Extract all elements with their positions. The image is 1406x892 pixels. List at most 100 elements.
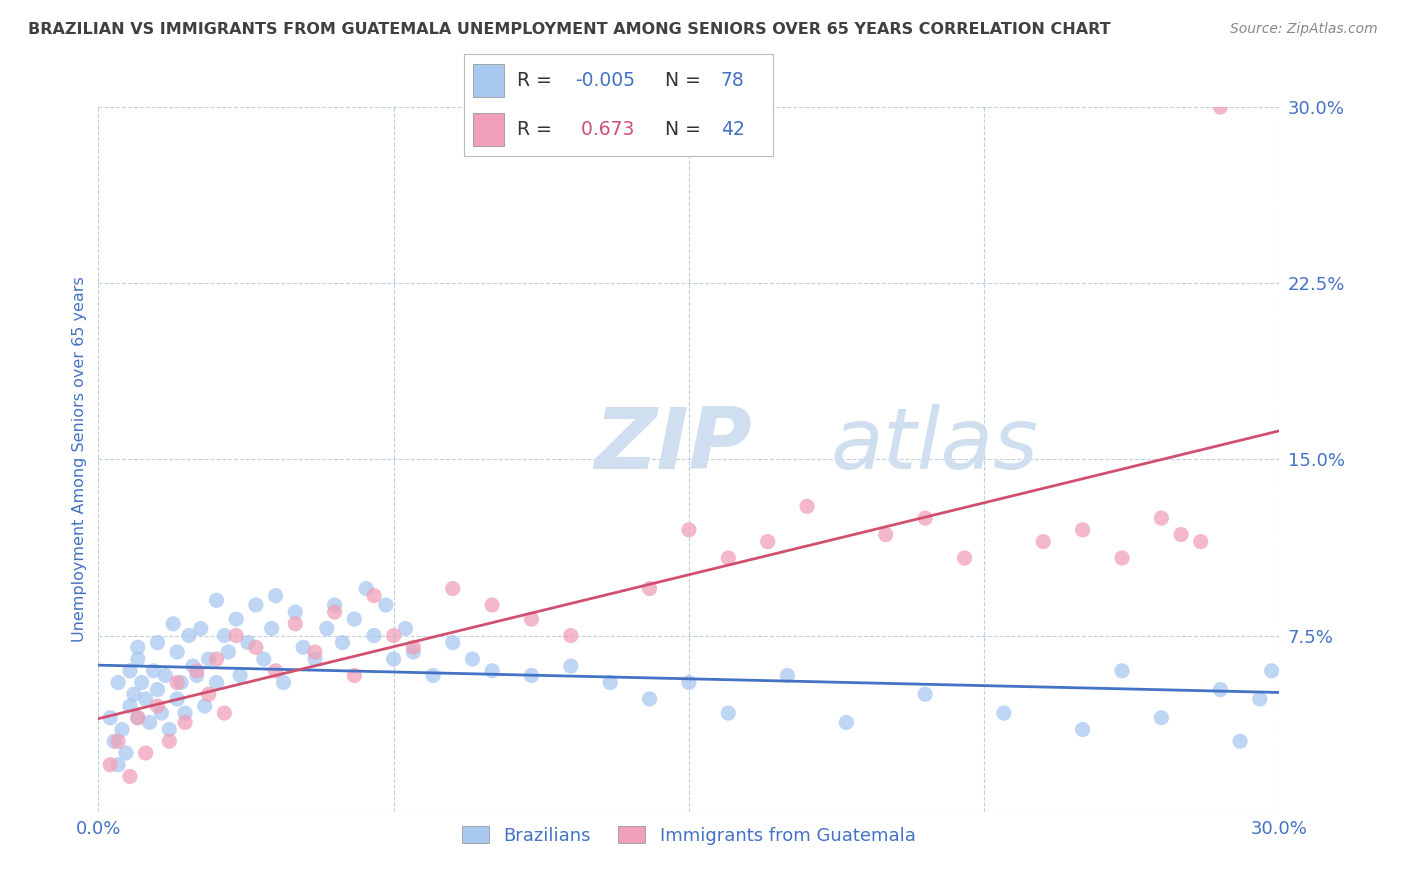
Point <box>1209 100 1232 114</box>
Point <box>177 628 200 642</box>
Point <box>374 598 396 612</box>
Point <box>260 622 283 636</box>
Point <box>304 645 326 659</box>
Point <box>717 706 740 720</box>
Text: ZIP: ZIP <box>595 404 752 487</box>
Point <box>118 699 141 714</box>
Point <box>118 664 141 678</box>
Point <box>146 699 169 714</box>
Point <box>225 628 247 642</box>
Point <box>157 734 180 748</box>
Point <box>155 668 177 682</box>
Point <box>205 652 228 666</box>
Point <box>107 734 129 748</box>
Point <box>135 692 157 706</box>
Point <box>166 692 188 706</box>
Point <box>146 682 169 697</box>
Point <box>461 652 484 666</box>
Point <box>174 715 197 730</box>
Point <box>323 605 346 619</box>
Point <box>194 699 217 714</box>
Text: R =: R = <box>516 70 551 90</box>
Point <box>127 711 149 725</box>
Point <box>138 715 160 730</box>
Point <box>914 687 936 701</box>
Point <box>914 511 936 525</box>
Y-axis label: Unemployment Among Seniors over 65 years: Unemployment Among Seniors over 65 years <box>72 277 87 642</box>
Point <box>205 675 228 690</box>
Point <box>157 723 180 737</box>
Point <box>560 628 582 642</box>
Point <box>186 664 208 678</box>
Point <box>343 668 366 682</box>
Point <box>1209 682 1232 697</box>
Point <box>599 675 621 690</box>
Point <box>170 675 193 690</box>
Point <box>150 706 173 720</box>
Text: -0.005: -0.005 <box>575 70 636 90</box>
Point <box>678 523 700 537</box>
Point <box>118 769 141 784</box>
Text: 78: 78 <box>721 70 744 90</box>
Point <box>264 664 287 678</box>
Point <box>292 640 315 655</box>
Point <box>135 746 157 760</box>
FancyBboxPatch shape <box>474 64 505 96</box>
Point <box>1249 692 1271 706</box>
Point <box>127 640 149 655</box>
Point <box>107 757 129 772</box>
Point <box>638 582 661 596</box>
Point <box>98 711 121 725</box>
Point <box>441 635 464 649</box>
Point <box>245 598 267 612</box>
Point <box>422 668 444 682</box>
Point <box>343 612 366 626</box>
Point <box>111 723 134 737</box>
Point <box>1111 551 1133 566</box>
Text: R =: R = <box>516 120 551 139</box>
Point <box>127 711 149 725</box>
Point <box>394 622 416 636</box>
Point <box>103 734 125 748</box>
Legend: Brazilians, Immigrants from Guatemala: Brazilians, Immigrants from Guatemala <box>456 819 922 852</box>
Point <box>284 616 307 631</box>
Text: 0.673: 0.673 <box>575 120 634 139</box>
Point <box>127 652 149 666</box>
Point <box>520 612 543 626</box>
Point <box>717 551 740 566</box>
Point <box>146 635 169 649</box>
Point <box>402 645 425 659</box>
Point <box>678 675 700 690</box>
Point <box>1032 534 1054 549</box>
Point <box>236 635 259 649</box>
Point <box>382 628 405 642</box>
Point <box>1071 723 1094 737</box>
Point <box>315 622 337 636</box>
Point <box>953 551 976 566</box>
Text: atlas: atlas <box>831 404 1039 487</box>
Point <box>273 675 295 690</box>
Point <box>107 675 129 690</box>
Point <box>214 706 236 720</box>
Point <box>363 589 385 603</box>
Point <box>382 652 405 666</box>
Point <box>520 668 543 682</box>
Point <box>162 616 184 631</box>
Point <box>181 659 204 673</box>
Point <box>1170 527 1192 541</box>
Text: BRAZILIAN VS IMMIGRANTS FROM GUATEMALA UNEMPLOYMENT AMONG SENIORS OVER 65 YEARS : BRAZILIAN VS IMMIGRANTS FROM GUATEMALA U… <box>28 22 1111 37</box>
Point <box>1111 664 1133 678</box>
Text: 42: 42 <box>721 120 745 139</box>
Point <box>835 715 858 730</box>
Point <box>197 652 219 666</box>
Point <box>1189 534 1212 549</box>
Point <box>217 645 239 659</box>
Point <box>1071 523 1094 537</box>
Point <box>166 645 188 659</box>
Point <box>264 589 287 603</box>
Point <box>174 706 197 720</box>
Point <box>245 640 267 655</box>
Point <box>166 675 188 690</box>
Point <box>875 527 897 541</box>
Point <box>1150 511 1173 525</box>
